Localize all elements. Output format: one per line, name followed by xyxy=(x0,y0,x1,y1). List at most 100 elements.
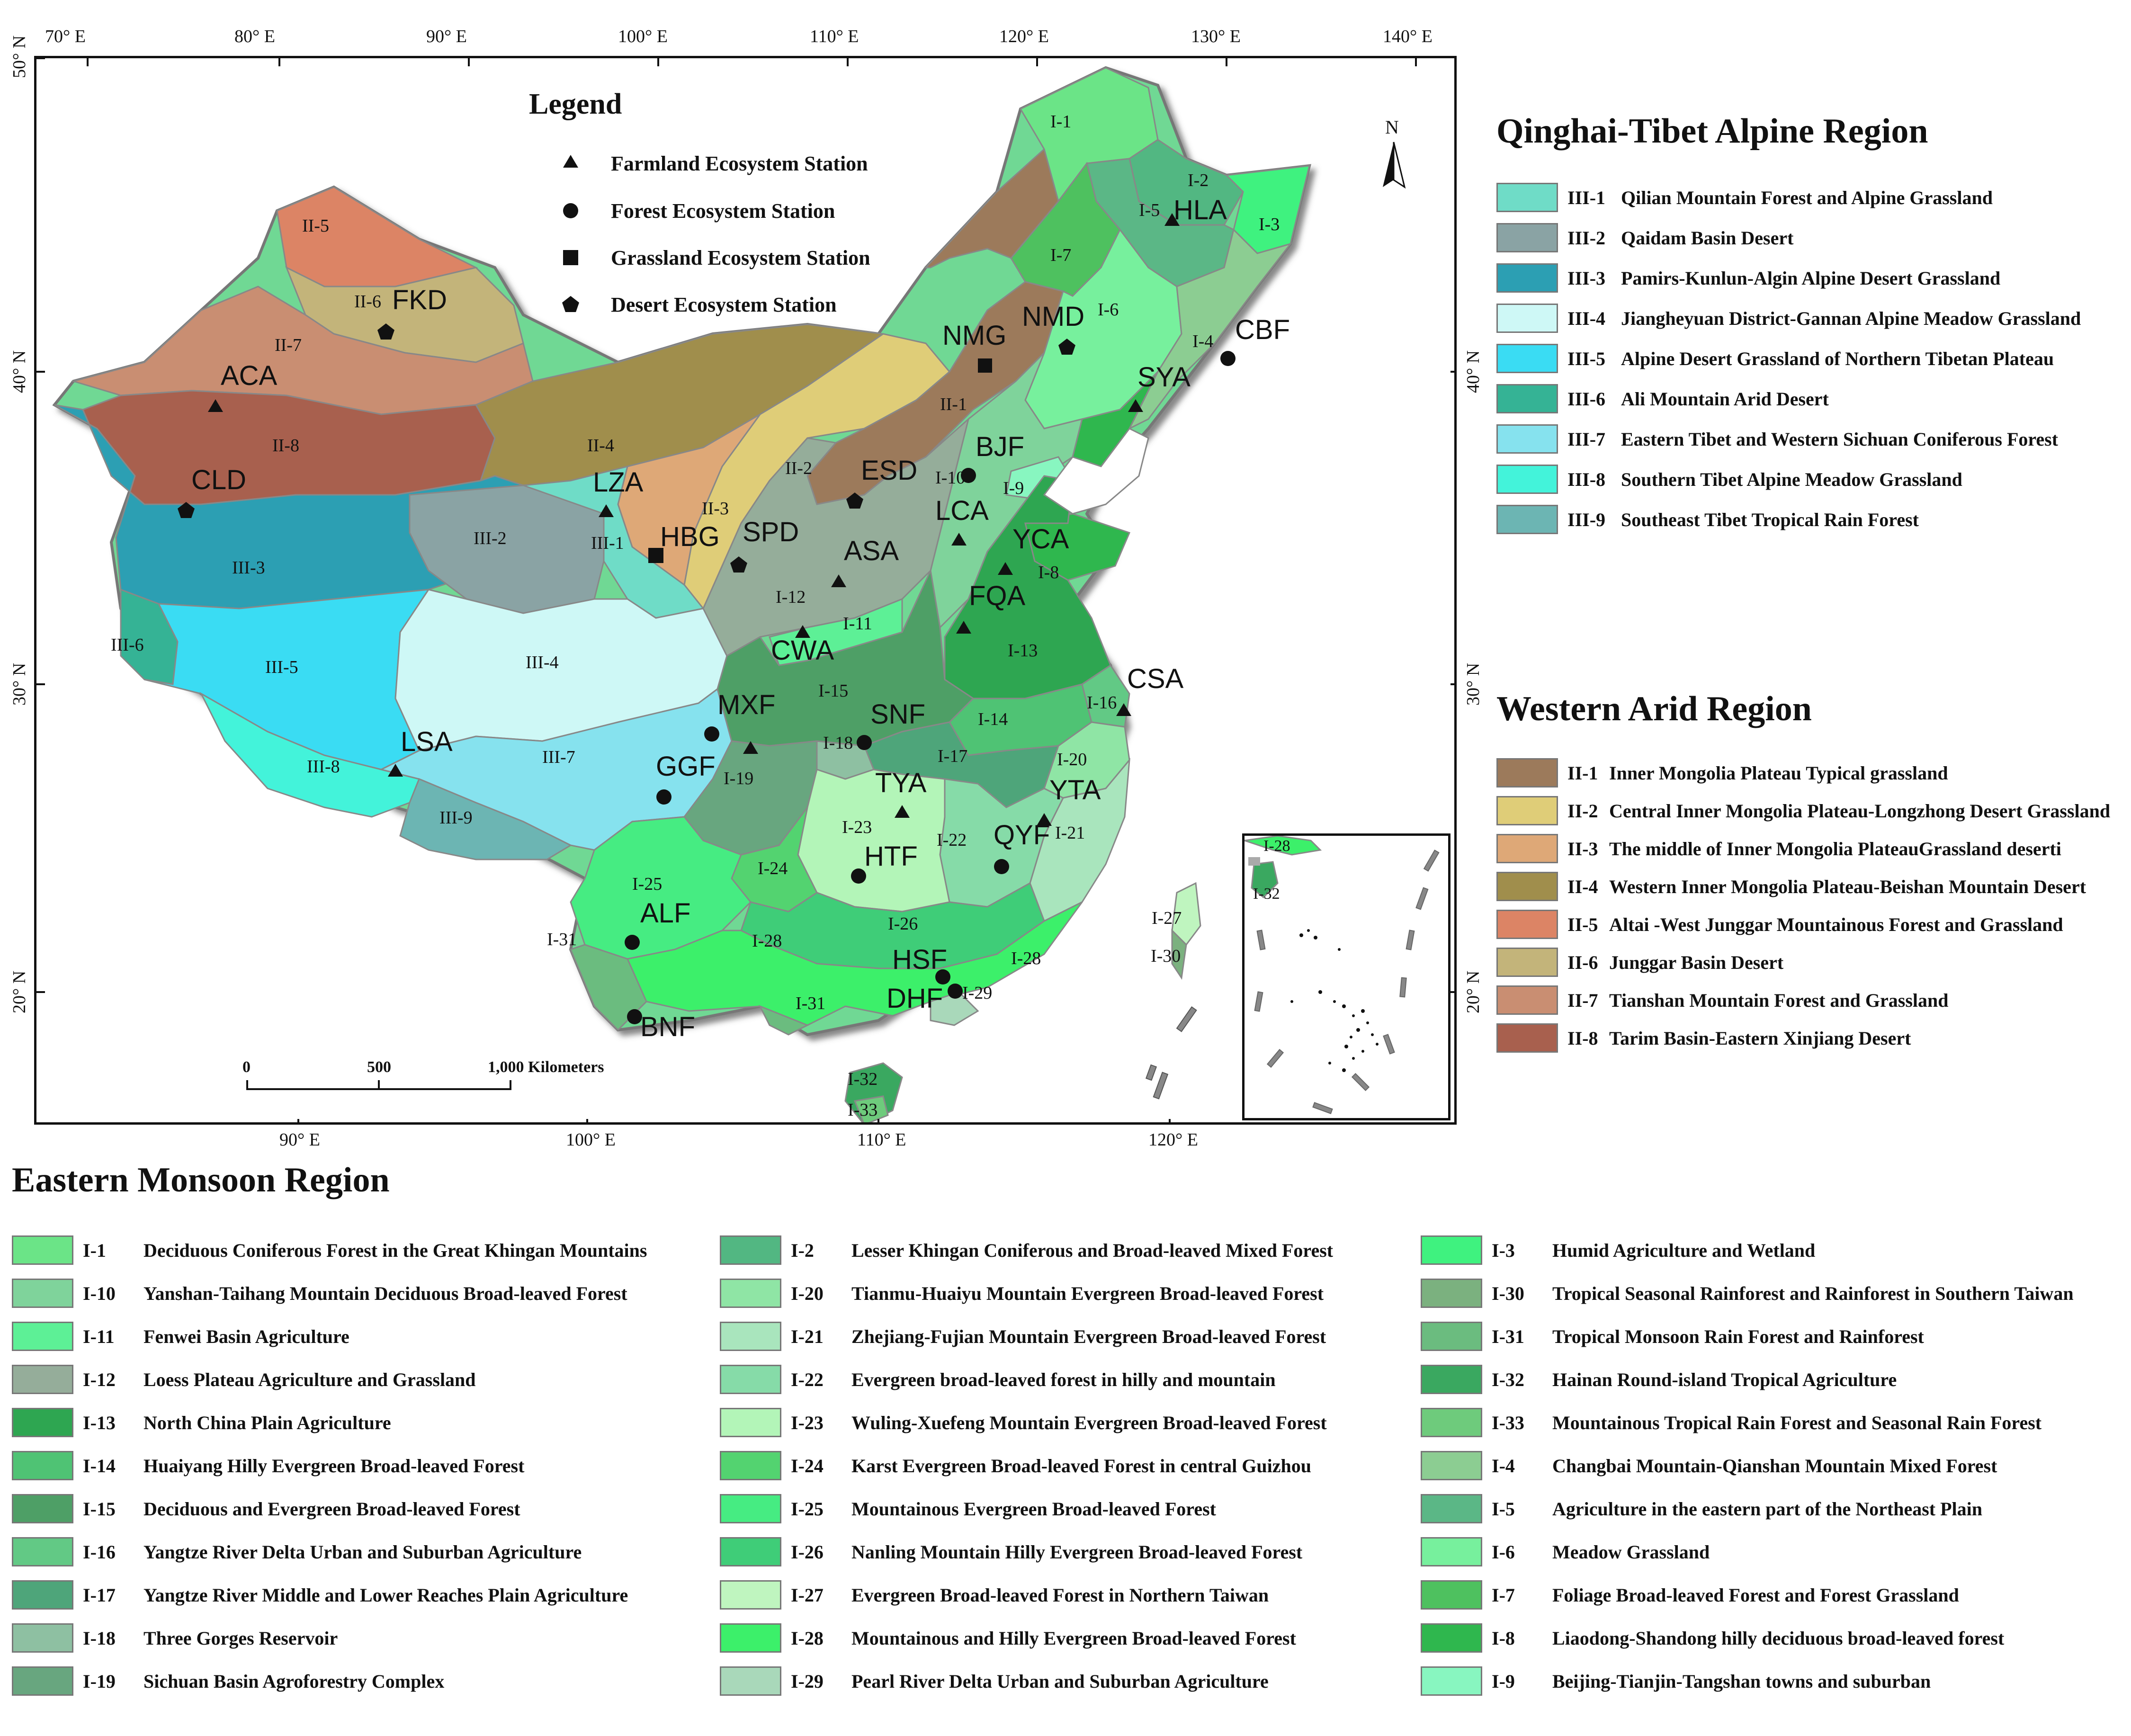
legend-name: Nanling Mountain Hilly Evergreen Broad-l… xyxy=(851,1541,1303,1563)
legend-row: I-10 Yanshan-Taihang Mountain Deciduous B… xyxy=(12,1278,627,1308)
legend-row: I-32 Hainan Round-island Tropical Agricul… xyxy=(1421,1364,1897,1395)
legend-name: Yangtze River Delta Urban and Suburban A… xyxy=(143,1541,582,1563)
station-label-nmg: NMG xyxy=(942,320,1007,351)
bottom-longitude-label: 90° E xyxy=(279,1130,320,1150)
marker-NMG xyxy=(978,358,992,373)
zone-label: I-33 xyxy=(848,1100,878,1120)
marker-FKD xyxy=(377,323,394,340)
legend-row: I-17 Yangtze River Middle and Lower Reach… xyxy=(12,1580,628,1610)
zone-label: III-1 xyxy=(591,533,624,553)
zone-label: III-4 xyxy=(526,653,559,672)
marker-LSA xyxy=(388,764,403,777)
marker-LZA xyxy=(599,504,614,517)
legend-name: Yangtze River Middle and Lower Reaches P… xyxy=(143,1584,628,1606)
zone-label: III-5 xyxy=(265,657,298,677)
legend-swatch xyxy=(1421,1451,1482,1480)
zone-label: II-6 xyxy=(354,292,381,312)
legend-name: Zhejiang-Fujian Mountain Evergreen Broad… xyxy=(851,1325,1326,1347)
zone-label: I-22 xyxy=(937,830,967,850)
legend-swatch xyxy=(1496,344,1558,373)
legend-swatch xyxy=(12,1623,73,1653)
station-type-label: Grassland Ecosystem Station xyxy=(611,246,870,269)
zone-III-1 xyxy=(523,465,705,619)
legend-row: I-28 Mountainous and Hilly Evergreen Broa… xyxy=(720,1623,1296,1653)
zone-label: I-13 xyxy=(1008,641,1038,661)
south-china-sea-inset: I-28 I-32 xyxy=(1242,833,1451,1120)
legend-row: I-13 North China Plain Agriculture xyxy=(12,1407,391,1438)
legend-swatch xyxy=(1496,1023,1558,1053)
scale-end-label: 1,000 Kilometers xyxy=(488,1058,604,1076)
legend-swatch xyxy=(720,1279,781,1308)
legend-swatch xyxy=(720,1623,781,1653)
legend-row: I-14 Huaiyang Hilly Evergreen Broad-leave… xyxy=(12,1450,524,1481)
legend-row: III-6 Ali Mountain Arid Desert xyxy=(1496,384,1829,414)
legend-swatch xyxy=(12,1235,73,1265)
legend-name: Tropical Seasonal Rainforest and Rainfor… xyxy=(1552,1282,2074,1304)
zone-label: III-8 xyxy=(307,757,340,777)
legend-swatch xyxy=(720,1580,781,1610)
station-label-bnf: BNF xyxy=(640,1011,695,1042)
station-label-hbg: HBG xyxy=(660,521,720,552)
legend-row: I-19 Sichuan Basin Agroforestry Complex xyxy=(12,1666,444,1696)
legend-row: I-25 Mountainous Evergreen Broad-leaved F… xyxy=(720,1494,1216,1524)
station-label-htf: HTF xyxy=(864,841,918,872)
zone-label: I-17 xyxy=(938,746,968,766)
legend-code: II-4 xyxy=(1567,876,1598,897)
zone-label: I-25 xyxy=(632,874,663,894)
legend-name: Qaidam Basin Desert xyxy=(1621,227,1794,249)
zone-label: I-5 xyxy=(1139,200,1160,220)
legend-swatch xyxy=(720,1666,781,1696)
legend-row: III-9 Southeast Tibet Tropical Rain Fores… xyxy=(1496,504,1919,535)
legend-code: II-7 xyxy=(1567,989,1598,1011)
legend-code: I-33 xyxy=(1492,1412,1524,1433)
legend-swatch xyxy=(720,1537,781,1566)
legend-row: I-8 Liaodong-Shandong hilly deciduous bro… xyxy=(1421,1623,2004,1653)
legend-swatch xyxy=(12,1494,73,1523)
marker-QYF xyxy=(994,859,1009,874)
legend-row: I-31 Tropical Monsoon Rain Forest and Rai… xyxy=(1421,1321,1924,1351)
bottom-longitude-label: 120° E xyxy=(1148,1130,1198,1150)
legend-code: I-13 xyxy=(83,1412,116,1433)
zone-label: I-31 xyxy=(796,993,826,1013)
legend-name: Inner Mongolia Plateau Typical grassland xyxy=(1609,762,1948,784)
station-label-aca: ACA xyxy=(221,360,278,391)
right-latitude-label: 40° N xyxy=(1463,350,1483,393)
legend-name: Karst Evergreen Broad-leaved Forest in c… xyxy=(851,1455,1311,1476)
station-label-sya: SYA xyxy=(1137,362,1191,393)
marker-SPD xyxy=(730,556,747,573)
marker-CBF xyxy=(1220,351,1236,366)
legend-code: I-17 xyxy=(83,1584,116,1606)
map-canvas xyxy=(36,58,1454,1122)
legend-code: I-24 xyxy=(791,1455,824,1476)
legend-swatch xyxy=(1496,223,1558,252)
legend-code: I-19 xyxy=(83,1670,116,1692)
station-label-asa: ASA xyxy=(844,536,899,566)
zone-label: I-26 xyxy=(888,914,918,934)
legend-name: Evergreen broad-leaved forest in hilly a… xyxy=(851,1369,1276,1390)
legend-swatch xyxy=(720,1322,781,1351)
marker-TYA xyxy=(895,805,910,818)
station-label-tya: TYA xyxy=(875,768,927,798)
top-longitude-label: 80° E xyxy=(234,27,275,46)
zone-label: I-30 xyxy=(1151,946,1181,966)
legend-swatch xyxy=(12,1365,73,1394)
station-label-snf: SNF xyxy=(870,699,925,730)
zone-label: I-15 xyxy=(818,681,849,701)
legend-swatch xyxy=(12,1451,73,1480)
legend-code: III-3 xyxy=(1567,267,1606,289)
marker-ESD xyxy=(846,492,863,509)
marker-MXF xyxy=(704,726,719,742)
zone-label: I-4 xyxy=(1192,331,1214,351)
marker-GGF xyxy=(656,789,672,805)
zone-label: II-4 xyxy=(587,436,614,456)
zone-label: I-16 xyxy=(1087,693,1117,713)
legend-row: I-20 Tianmu-Huaiyu Mountain Evergreen Bro… xyxy=(720,1278,1324,1308)
station-label-yca: YCA xyxy=(1012,524,1069,555)
station-label-lza: LZA xyxy=(593,467,644,498)
legend-code: I-28 xyxy=(791,1627,824,1649)
legend-row: I-33 Mountainous Tropical Rain Forest and… xyxy=(1421,1407,2041,1438)
legend-swatch xyxy=(12,1580,73,1610)
marker-CSA xyxy=(1116,703,1131,716)
legend-name: Alpine Desert Grassland of Northern Tibe… xyxy=(1621,348,2054,369)
station-label-nmd: NMD xyxy=(1022,301,1085,332)
